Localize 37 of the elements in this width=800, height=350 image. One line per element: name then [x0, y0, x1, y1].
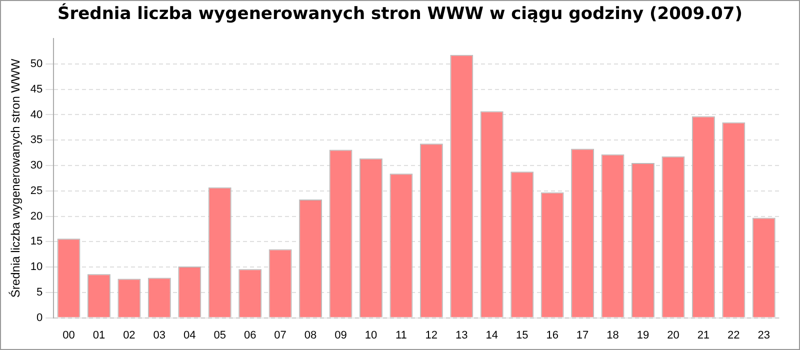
y-tick-label: 35 — [30, 134, 43, 146]
x-tick-label: 16 — [546, 329, 558, 342]
y-tick-label: 5 — [36, 286, 43, 298]
x-tick-label: 12 — [425, 329, 438, 342]
y-tick-label: 10 — [30, 261, 43, 274]
y-tick-label: 45 — [30, 83, 43, 96]
x-tick-label: 04 — [184, 329, 196, 342]
x-tick-label: 03 — [153, 329, 166, 342]
x-tick-label: 07 — [274, 329, 286, 342]
x-tick-label: 08 — [304, 329, 317, 342]
y-tick-label: 20 — [30, 210, 43, 222]
x-tick-label: 23 — [758, 329, 770, 342]
x-tick-label: 19 — [636, 329, 650, 342]
x-tick-label: 13 — [456, 329, 468, 342]
y-tick-label: 40 — [30, 108, 43, 121]
y-tick-label: 50 — [30, 58, 43, 70]
x-tick-label: 17 — [576, 329, 589, 342]
x-tick-label: 00 — [62, 329, 75, 342]
y-tick-label: 15 — [30, 236, 43, 248]
x-tick-label: 21 — [697, 329, 710, 342]
x-tick-label: 01 — [92, 329, 106, 342]
x-tick-label: 15 — [516, 329, 528, 342]
chart-title: Średnia liczba wygenerowanych stron WWW w ciągu godziny (2009.07) — [56, 4, 744, 24]
x-tick-label: 22 — [728, 329, 740, 342]
x-tick-label: 02 — [123, 329, 136, 342]
y-tick-label: 0 — [36, 312, 43, 324]
x-tick-label: 18 — [606, 329, 619, 342]
x-tick-label: 20 — [667, 329, 680, 342]
y-tick-label: 30 — [30, 160, 43, 172]
x-tick-label: 11 — [395, 329, 407, 342]
x-tick-label: 09 — [334, 329, 347, 342]
x-tick-label: 05 — [214, 329, 226, 342]
y-axis-title: Średnia liczba wygenerowanych stron WWW — [8, 58, 23, 298]
x-tick-label: 06 — [244, 329, 256, 342]
y-tick-label: 25 — [30, 184, 43, 197]
x-tick-label: 14 — [486, 329, 498, 342]
x-tick-label: 10 — [364, 329, 378, 342]
